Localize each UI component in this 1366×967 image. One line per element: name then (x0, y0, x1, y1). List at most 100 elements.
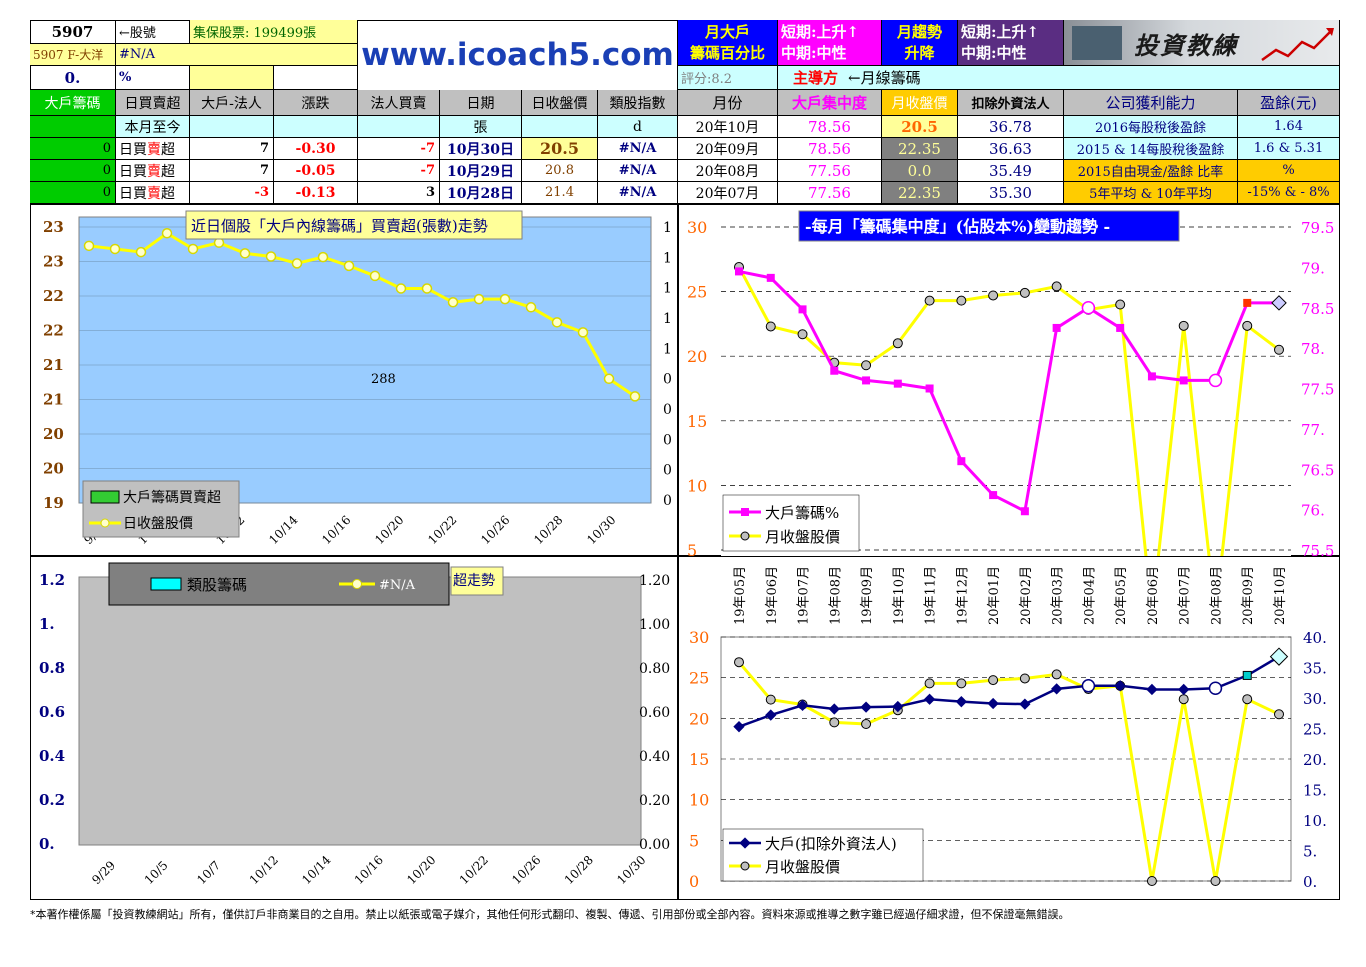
legend-label: 類股籌碼 (187, 576, 247, 594)
y-tick-left: 25 (687, 283, 707, 302)
x-tick: 19年06月 (765, 566, 780, 625)
y-tick-right: 1 (663, 220, 672, 236)
monthly-trend-line1: 月趨勢 (896, 22, 942, 41)
holders-point (860, 701, 872, 713)
x-tick: 19年11月 (924, 566, 939, 625)
concentration-point (925, 384, 934, 393)
close-price-cell: 20.8 (522, 160, 598, 182)
y-tick-right: 76.5 (1301, 461, 1334, 479)
price-point (1242, 320, 1253, 331)
holders-point (987, 697, 999, 710)
legend-swatch-dot (741, 508, 749, 516)
plot-area (78, 576, 642, 846)
price-point (135, 246, 147, 258)
y-tick-right: 0 (663, 463, 672, 479)
monthly-trend-box: 月趨勢 升降 (882, 20, 958, 66)
holders-point (1242, 670, 1252, 680)
price-point (525, 302, 537, 313)
trade-label-cell: 日買賣超 (116, 160, 190, 182)
trade-label-cell: 日買賣超 (116, 138, 190, 160)
website-banner[interactable]: www.icoach5.com (358, 20, 678, 90)
y-tick-left: 22 (43, 287, 64, 305)
concentration-point (957, 457, 966, 466)
price-point (1051, 281, 1062, 292)
y-tick-right: 75.5 (1301, 542, 1334, 557)
legend-label: 大戶(扣除外資法人) (765, 835, 897, 853)
ex-foreign-cell: 36.63 (958, 138, 1064, 160)
y-tick-left: 10 (687, 476, 707, 495)
y-tick-right: 1.20 (639, 573, 670, 589)
title-box (798, 210, 1180, 242)
y-tick-right: 0 (663, 432, 672, 448)
x-tick: 10/14 (266, 513, 301, 548)
trend-status-box: 短期:上升↑ 中期:中性 (958, 20, 1064, 66)
price-point (499, 293, 511, 305)
close-price-cell: 21.4 (522, 182, 598, 204)
y-tick-right: 1 (663, 311, 672, 327)
legend-box (82, 480, 240, 538)
y-tick-left: 21 (43, 356, 64, 374)
right-header-5: 盈餘(元) (1238, 90, 1340, 116)
price-point (734, 657, 744, 668)
chart-holders-ex-foreign-svg: 19年05月 19年06月 19年07月 19年08月 19年09月 19年10月 19年1… (689, 566, 1327, 891)
left-subheader-1: 本月至今 (116, 116, 190, 138)
y-tick-right: 5. (1303, 843, 1317, 861)
holders-point (1269, 647, 1289, 666)
left-subheader-4 (358, 116, 440, 138)
score: 評分:8.2 (678, 66, 778, 90)
zero-value: 0. (30, 66, 116, 90)
profit-label-cell: 2015 & 14每股稅後盈餘 (1064, 138, 1238, 160)
x-tick: 10/22 (457, 853, 491, 887)
x-tick: 10/28 (562, 853, 596, 887)
y-tick-right: 76. (1301, 502, 1325, 520)
y-tick-right: 0 (663, 493, 672, 509)
date-cell: 10月28日 (440, 182, 522, 204)
x-tick: 19年09月 (860, 566, 875, 625)
x-tick: 10/28 (531, 513, 565, 547)
chart-holders-ex-foreign: 19年05月 19年06月 19年07月 19年08月 19年09月 19年10月 19年1… (678, 556, 1340, 900)
y-tick-left: 5 (689, 831, 699, 850)
x-tick: 9/29 (89, 858, 118, 887)
y-tick-right: 0.20 (639, 793, 670, 809)
x-tick: 10/12 (247, 853, 281, 887)
left-header-1: 日買賣超 (116, 90, 190, 116)
x-tick: 19年07月 (797, 566, 812, 625)
x-tick: 10/30 (614, 853, 648, 887)
right-header-0: 月份 (678, 90, 778, 116)
legend-swatch-bar (150, 577, 182, 591)
right-header-1: 大戶集中度 (778, 90, 882, 116)
price-point (797, 329, 808, 340)
y-tick-left: 19 (43, 494, 64, 512)
month-cell: 20年09月 (678, 138, 778, 160)
x-tick: 19年12月 (955, 566, 970, 625)
lead-source: ←月線籌碼 (848, 69, 921, 87)
price-point (577, 327, 589, 338)
x-tick: 10/14 (299, 853, 334, 888)
concentration-point (989, 491, 998, 500)
price-point (1274, 709, 1284, 720)
x-tick: 19年10月 (892, 566, 907, 625)
price-point (395, 283, 407, 294)
y-tick-right: 0 (663, 372, 672, 388)
concentration-cell: 78.56 (778, 116, 882, 138)
date-cell: 10月29日 (440, 160, 522, 182)
left-subheader-3 (274, 116, 358, 138)
y-tick-left: 1.2 (39, 571, 65, 589)
y-tick-right: 10. (1303, 812, 1327, 830)
monthly-price-cell: 22.35 (882, 138, 958, 160)
price-point (1051, 669, 1062, 680)
y-tick-left: 30 (689, 628, 709, 647)
price-point (861, 360, 872, 371)
y-tick-left: 25 (689, 669, 709, 688)
concentration-point (766, 273, 775, 282)
legend-box (722, 828, 924, 882)
y-tick-right: 0.40 (639, 749, 670, 765)
price-point (291, 258, 303, 269)
date-cell: 10月30日 (440, 138, 522, 160)
concentration-cell: 77.56 (778, 182, 882, 204)
x-tick: 10/20 (404, 853, 438, 887)
y-tick-right: 79.5 (1301, 219, 1334, 237)
y-tick-right: 78.5 (1301, 300, 1334, 318)
legend-swatch-dot (100, 518, 110, 528)
concentration-point (1271, 295, 1287, 311)
